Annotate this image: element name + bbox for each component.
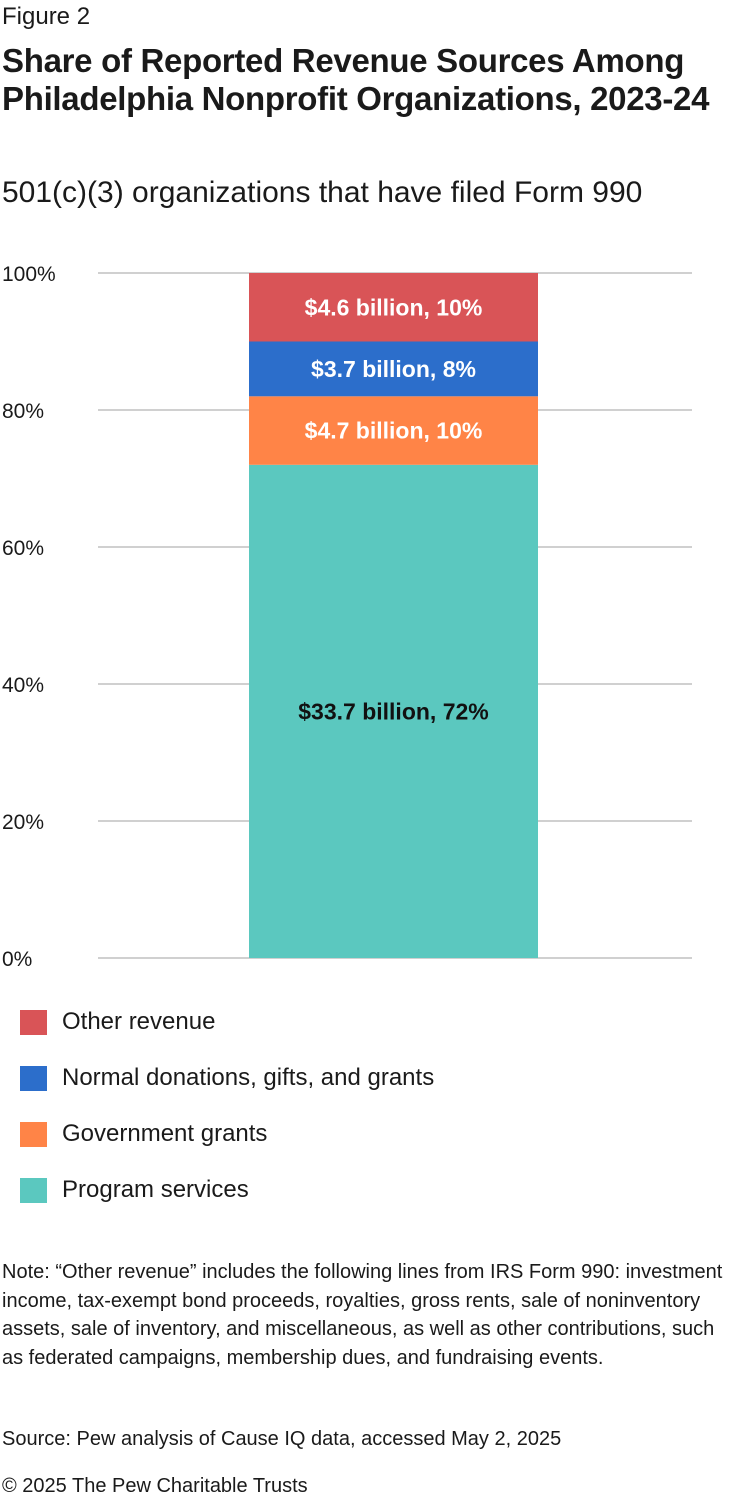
legend-swatch (20, 1065, 47, 1091)
legend-item: Normal donations, gifts, and grants (20, 1050, 434, 1106)
legend-label: Government grants (62, 1120, 268, 1147)
chart-title: Share of Reported Revenue Sources Among … (2, 42, 710, 117)
legend: Other revenue Normal donations, gifts, an… (20, 994, 434, 1218)
copyright: © 2025 The Pew Charitable Trusts (2, 1475, 308, 1497)
bar-segments (249, 273, 538, 958)
bar-data-label-3: $4.6 billion, 10% (305, 294, 483, 320)
legend-item: Program services (20, 1162, 434, 1218)
bar-segment-2 (249, 341, 538, 397)
stacked-bar-chart: 0% 20% 40% 60% 80% 100% $33.7 billion, 72% $4.… (2, 263, 692, 971)
y-tick-label: 0% (2, 948, 32, 971)
y-tick-label: 80% (2, 400, 44, 423)
bar-segment-1 (249, 396, 538, 465)
legend-label: Normal donations, gifts, and grants (62, 1064, 435, 1091)
legend-label: Program services (62, 1176, 249, 1203)
y-tick-label: 20% (2, 811, 44, 834)
bar-labels: $33.7 billion, 72% $4.7 billion, 10% $3.7 … (298, 294, 488, 724)
chart-source: Source: Pew analysis of Cause IQ data, a… (2, 1428, 562, 1450)
bar-segment-3 (249, 273, 538, 342)
y-tick-label: 100% (2, 263, 56, 286)
y-axis-ticks: 0% 20% 40% 60% 80% 100% (2, 263, 56, 971)
bar-segment-0 (249, 464, 538, 958)
bar-data-label-0: $33.7 billion, 72% (298, 698, 488, 724)
legend-label: Other revenue (62, 1008, 216, 1035)
legend-item: Other revenue (20, 994, 434, 1050)
bar-data-label-2: $3.7 billion, 8% (311, 356, 476, 382)
y-tick-label: 60% (2, 537, 44, 560)
figure-label: Figure 2 (2, 3, 91, 30)
y-tick-label: 40% (2, 674, 44, 697)
chart-subtitle: 501(c)(3) organizations that have filed … (2, 176, 643, 209)
legend-swatch (20, 1009, 47, 1035)
bar-data-label-1: $4.7 billion, 10% (305, 418, 483, 444)
legend-swatch (20, 1121, 47, 1147)
chart-note: Note: “Other revenue” includes the follo… (2, 1261, 723, 1369)
legend-swatch (20, 1177, 47, 1203)
legend-item: Government grants (20, 1106, 434, 1162)
